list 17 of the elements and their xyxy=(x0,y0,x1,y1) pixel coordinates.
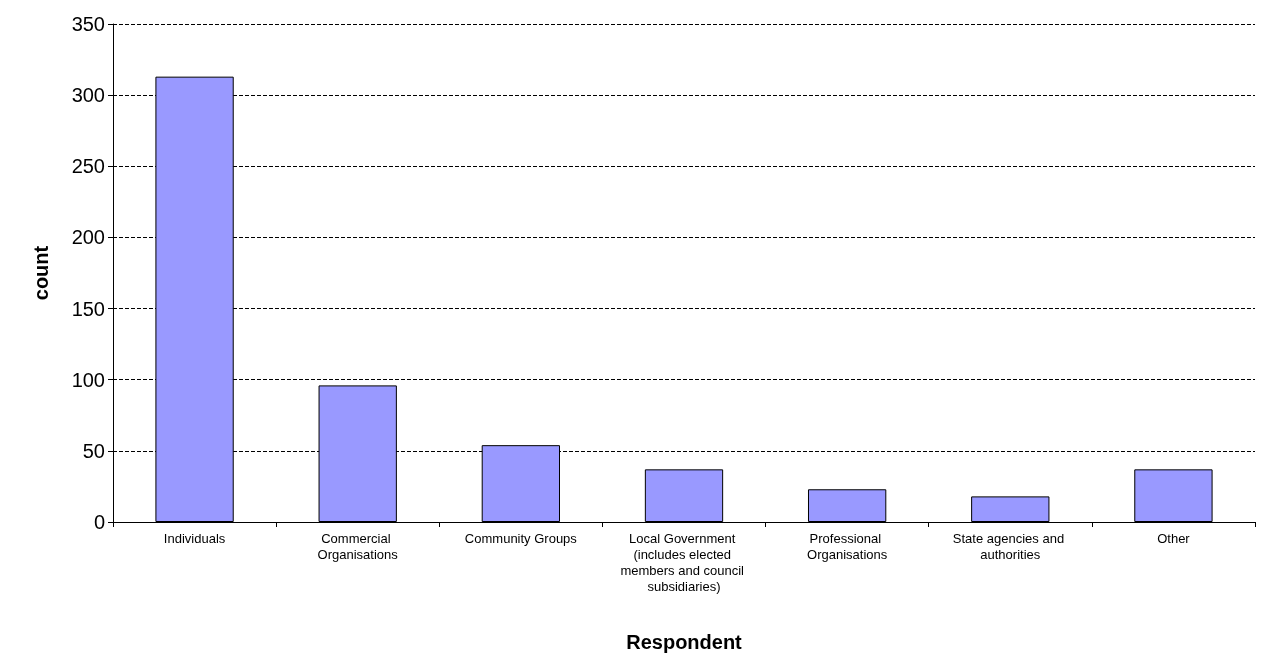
x-tick-label: Individuals xyxy=(163,530,226,546)
y-tick-label: 100 xyxy=(71,368,105,391)
x-tick-label: Professional Organisations xyxy=(807,530,888,562)
y-tick-label: 250 xyxy=(71,155,105,178)
x-tick-label: State agencies and authorities xyxy=(952,530,1068,562)
x-tick-label: Other xyxy=(1157,530,1191,546)
y-tick-label: 50 xyxy=(82,439,105,462)
y-tick-label: 200 xyxy=(71,226,105,249)
y-tick-label: 0 xyxy=(93,511,105,533)
y-axis-title: count xyxy=(30,245,52,301)
y-tick-label: 300 xyxy=(71,84,105,107)
x-tick-label: Community Groups xyxy=(464,530,578,546)
y-tick-label: 150 xyxy=(71,297,105,320)
x-tick-label: Commercial Organisations xyxy=(317,530,399,562)
x-tick-label: Local Government (includes elected members and council subsidiaries) xyxy=(620,530,748,594)
x-axis-title: Respondent xyxy=(626,631,743,653)
y-tick-label: 350 xyxy=(71,13,105,35)
